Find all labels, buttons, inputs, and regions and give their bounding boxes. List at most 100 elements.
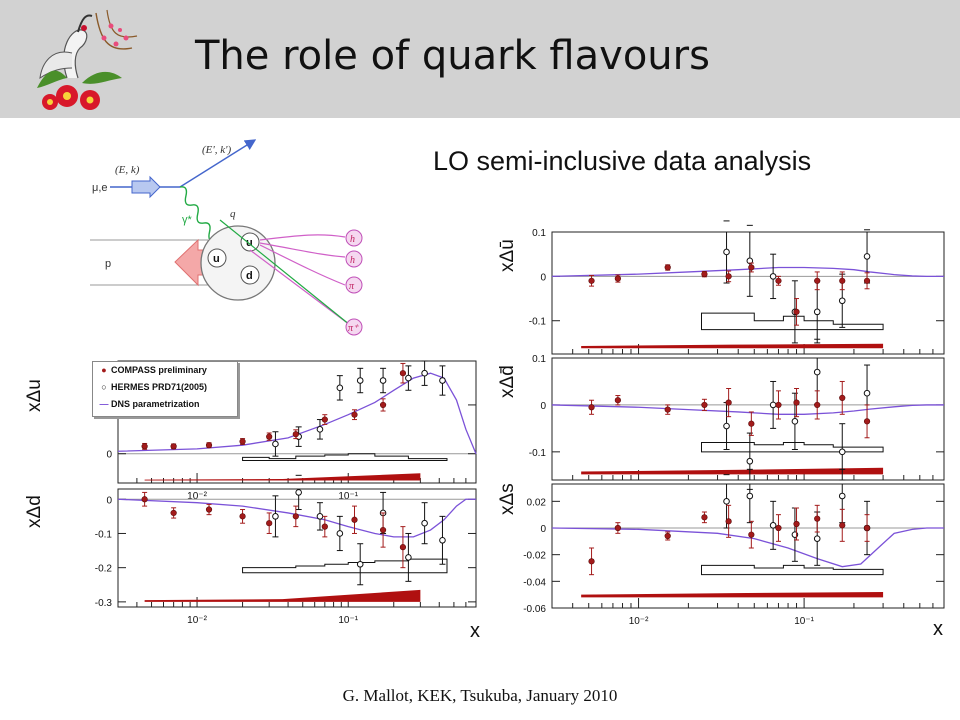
- diagram-proton-label: p: [105, 258, 111, 270]
- compass-point: [399, 544, 407, 551]
- pion-line: [219, 219, 351, 326]
- compass-point: [748, 420, 755, 427]
- legend-label-compass: COMPASS preliminary: [111, 365, 207, 375]
- hermes-point: [723, 498, 730, 505]
- compass-point: [701, 401, 708, 409]
- y-tick-label: 0: [106, 450, 112, 461]
- compass-point: [170, 443, 177, 450]
- plot-frame: [117, 488, 477, 608]
- crane-flower-logo-icon: [37, 9, 138, 110]
- quark-u-circle: [207, 248, 227, 268]
- chart-panel-right-2: 0.1 0 -0.1: [529, 338, 946, 490]
- x-tick-label: 10⁻²: [629, 616, 649, 627]
- hermes-point: [316, 426, 324, 433]
- chart-right-2: 0.1 0 -0.1: [529, 338, 945, 490]
- hermes-point: [316, 513, 324, 520]
- dns-curve: [551, 404, 944, 415]
- hermes-point: [336, 384, 344, 392]
- hermes-point: [863, 389, 871, 397]
- y-tick-label: 0: [540, 524, 546, 535]
- chart-panel-left-top: 00.210⁻²10⁻¹: [78, 357, 478, 502]
- hadron-pi1-circle: [345, 276, 363, 294]
- hermes-point: [863, 253, 871, 260]
- compass-point: [814, 277, 821, 284]
- compass-point: [725, 399, 732, 406]
- y-tick-label: -0.2: [95, 564, 113, 575]
- lepton-out-line: [179, 139, 257, 188]
- compass-point: [141, 496, 148, 503]
- hermes-point: [838, 297, 846, 305]
- diagram-photon-label: γ*: [182, 214, 193, 226]
- hermes-point: [405, 554, 412, 561]
- hermes-point: [838, 448, 846, 456]
- hermes-point: [769, 273, 777, 280]
- x-tick-label: 10⁻²: [187, 615, 207, 626]
- hermes-point: [439, 377, 446, 384]
- compass-point: [266, 433, 273, 440]
- sys-band: [581, 592, 884, 598]
- y-tick-label: -0.1: [529, 448, 547, 459]
- legend-entry-dns: — DNS parametrization: [97, 399, 200, 409]
- ylabel-right-3: xΔs: [497, 483, 518, 515]
- sys-box-hist: [700, 564, 884, 576]
- fragmentation-lines: [249, 234, 351, 326]
- dns-curve: [551, 527, 944, 568]
- compass-point: [614, 524, 621, 532]
- quark-d-circle: [240, 265, 260, 285]
- sys-box-hist: [242, 453, 448, 462]
- compass-point: [839, 277, 846, 284]
- chart-left-bottom: 0 -0.1 -0.2 -0.3 10⁻² 10⁻¹: [95, 474, 477, 626]
- y-tick-label: -0.1: [529, 317, 547, 328]
- compass-point: [588, 558, 595, 565]
- hermes-point: [813, 368, 821, 376]
- compass-point: [748, 264, 755, 271]
- y-tick-label: -0.04: [523, 577, 546, 588]
- y-tick-label: 0.02: [527, 497, 547, 508]
- diagram-h2-label: h: [350, 255, 355, 266]
- diagram-in-kin-label: (E, k): [115, 164, 140, 176]
- slide-subtitle: LO semi-inclusive data analysis: [433, 146, 812, 176]
- compass-point: [588, 404, 595, 411]
- x-tick-label: 10⁻¹: [794, 616, 814, 627]
- slide-header: The role of quark flavours: [0, 0, 960, 118]
- diagram-lepton-label: μ,e: [92, 182, 108, 194]
- compass-point: [614, 397, 621, 404]
- compass-point: [239, 438, 246, 445]
- compass-point: [614, 275, 621, 282]
- hermes-point: [356, 560, 364, 568]
- sidis-diagram: μ,e (E, k) (E', k') γ* q p u d u h h π π…: [90, 139, 363, 336]
- y-tick-label: -0.3: [95, 598, 113, 609]
- line-icon: —: [99, 399, 109, 409]
- y-tick-label: 0: [106, 495, 112, 506]
- legend-entry-compass: ● COMPASS preliminary: [97, 365, 207, 375]
- compass-point: [775, 524, 782, 532]
- compass-point: [141, 443, 148, 450]
- ylabel-right-1: xΔū: [497, 239, 518, 272]
- hermes-point: [746, 257, 754, 265]
- slide-title: The role of quark flavours: [195, 33, 710, 79]
- hermes-point: [746, 492, 754, 500]
- sys-box-hist: [700, 312, 884, 331]
- compass-point: [205, 442, 213, 449]
- diagram-q-label: q: [230, 208, 236, 220]
- lepton-in-arrow-icon: [131, 175, 161, 199]
- legend-entry-hermes: ○ HERMES PRD71(2005): [97, 382, 207, 392]
- compass-point: [351, 516, 358, 523]
- compass-point: [839, 394, 846, 401]
- legend-label-hermes: HERMES PRD71(2005): [111, 382, 208, 392]
- hermes-point: [295, 489, 302, 496]
- diagram-pi1-label: π: [349, 281, 355, 292]
- compass-point: [839, 522, 846, 529]
- hermes-point: [769, 522, 777, 529]
- filled-circle-icon: ●: [101, 365, 107, 375]
- sys-band: [144, 589, 421, 602]
- compass-point: [725, 273, 732, 280]
- hermes-point: [813, 308, 821, 316]
- diagram-pi2-label: π⁺: [348, 323, 359, 334]
- slide-footer: G. Mallot, KEK, Tsukuba, January 2010: [342, 686, 618, 705]
- compass-point: [748, 531, 755, 538]
- compass-point: [701, 514, 708, 521]
- hermes-point: [272, 513, 279, 520]
- chart-right-3: 0.02 0 -0.02 -0.04 -0.06 10⁻² 10⁻¹: [523, 468, 945, 627]
- hermes-point: [813, 535, 821, 542]
